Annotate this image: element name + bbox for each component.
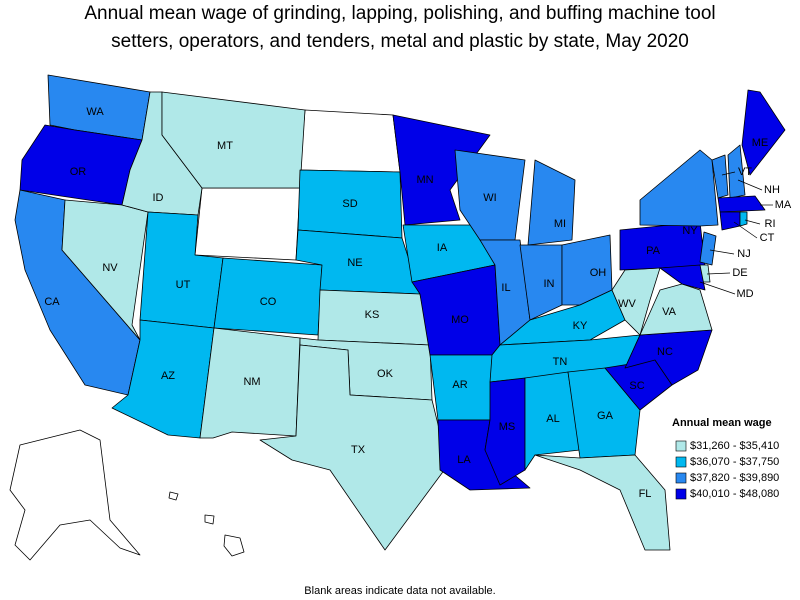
state-label: NJ: [737, 248, 750, 260]
leader-line: [699, 281, 736, 295]
state: [639, 149, 719, 227]
state-label: GA: [597, 410, 614, 422]
state: [719, 211, 741, 231]
title-line: Annual mean wage of grinding, lapping, p…: [84, 3, 715, 24]
state-label: NM: [243, 376, 260, 388]
title-line: setters, operators, and tenders, metal a…: [111, 31, 689, 52]
legend-swatch: [675, 456, 687, 468]
state-label: IL: [501, 282, 510, 294]
state-label: VT: [738, 166, 752, 178]
state: [259, 344, 449, 551]
state-ak: [9, 429, 141, 561]
leader-line: [709, 249, 735, 255]
legend-label: $40,010 - $48,080: [690, 488, 779, 500]
state-label: MT: [217, 140, 233, 152]
state-label: CT: [760, 232, 775, 244]
legend-label: $37,820 - $39,890: [690, 472, 779, 484]
state-label: NC: [657, 346, 673, 358]
state: [711, 154, 729, 199]
state-label: MO: [451, 314, 469, 326]
state: [534, 454, 671, 551]
state-label: TX: [351, 444, 366, 456]
state-label: WA: [86, 106, 104, 118]
state-label: CA: [44, 296, 60, 308]
state-label: OK: [377, 368, 394, 380]
footnote: Blank areas indicate data not available.: [304, 585, 495, 597]
state-label: MI: [554, 218, 566, 230]
state-label: CO: [260, 296, 277, 308]
state: [699, 231, 717, 266]
state-label: MS: [499, 421, 516, 433]
state-label: UT: [176, 279, 191, 291]
state-label: NH: [764, 184, 780, 196]
state-label: MD: [736, 288, 753, 300]
state-label: WV: [618, 298, 636, 310]
state-hi: [223, 534, 245, 557]
state-label: IA: [437, 242, 448, 254]
state: [741, 89, 786, 176]
legend-title: Annual mean wage: [672, 417, 772, 429]
leader-line: [733, 221, 758, 239]
state: [527, 159, 576, 246]
legend-swatch: [675, 488, 687, 500]
state-label: MA: [775, 199, 792, 211]
state-label: WI: [483, 192, 496, 204]
leader-line: [706, 272, 731, 275]
state-label: RI: [765, 218, 776, 230]
state-label: KY: [573, 320, 588, 332]
state-label: SD: [342, 198, 357, 210]
state: [659, 264, 706, 291]
state-hi: [168, 491, 179, 501]
state-label: AL: [546, 413, 559, 425]
state-label: OR: [70, 166, 87, 178]
state-hi: [204, 514, 215, 525]
state-label: OH: [590, 267, 607, 279]
leader-line: [737, 179, 763, 191]
state-label: IN: [544, 278, 555, 290]
state-label: PA: [646, 245, 661, 257]
state: [392, 114, 491, 226]
state-label: NY: [682, 225, 698, 237]
legend-label: $36,070 - $37,750: [690, 456, 779, 468]
state-label: ID: [153, 192, 164, 204]
state-label: DE: [732, 267, 747, 279]
state-label: VA: [662, 306, 677, 318]
legend-swatch: [675, 472, 687, 484]
state-label: AZ: [161, 370, 175, 382]
state-label: LA: [457, 454, 471, 466]
leader-line: [721, 171, 736, 176]
state: [524, 371, 581, 471]
state-label: FL: [639, 488, 652, 500]
state-label: NV: [102, 262, 118, 274]
state-label: MN: [416, 174, 433, 186]
legend-label: $31,260 - $35,410: [690, 440, 779, 452]
state-label: SC: [629, 380, 644, 392]
state-wy: [194, 187, 301, 261]
state: [717, 195, 766, 213]
state-label: AR: [452, 379, 467, 391]
state: [567, 367, 641, 459]
state: [727, 144, 746, 199]
state-label: NE: [347, 257, 362, 269]
state: [639, 283, 713, 336]
state-nd: [299, 109, 401, 173]
legend-swatch: [675, 440, 687, 452]
state-label: ME: [752, 137, 769, 149]
state-label: TN: [553, 356, 568, 368]
leader-line: [744, 219, 761, 225]
state: [739, 211, 748, 227]
state-label: KS: [365, 309, 380, 321]
state: [161, 91, 306, 189]
